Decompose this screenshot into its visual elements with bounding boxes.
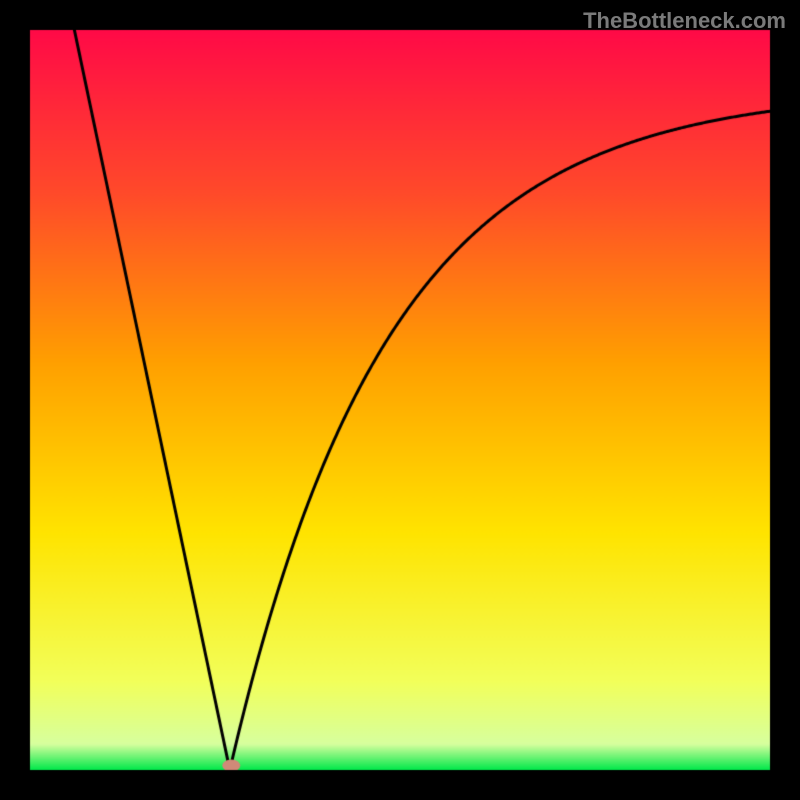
bottleneck-curve-chart xyxy=(0,0,800,800)
chart-container: TheBottleneck.com xyxy=(0,0,800,800)
